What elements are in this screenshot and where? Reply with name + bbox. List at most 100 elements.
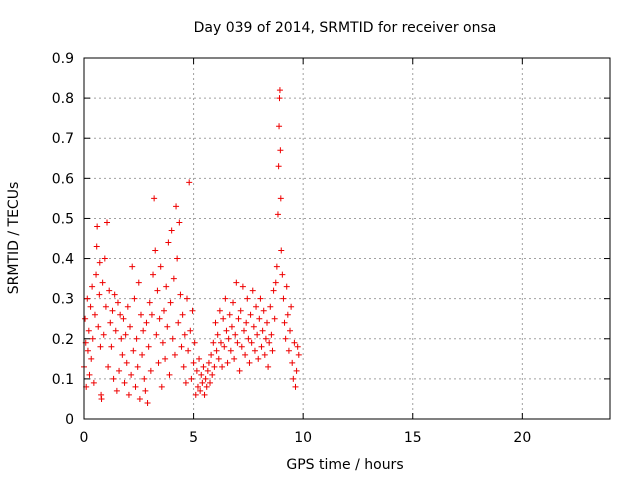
data-point xyxy=(230,299,237,306)
data-point xyxy=(270,287,277,294)
data-point xyxy=(210,339,217,346)
data-point xyxy=(208,351,215,358)
y-tick-label: 0.6 xyxy=(52,171,74,187)
data-point xyxy=(287,327,294,334)
data-point xyxy=(200,363,207,370)
data-point xyxy=(203,383,210,390)
data-point xyxy=(271,315,278,322)
data-point xyxy=(228,323,235,330)
data-point xyxy=(193,367,200,374)
data-point xyxy=(277,147,284,154)
data-point xyxy=(152,247,159,254)
x-tick-label: 10 xyxy=(294,430,312,446)
data-point xyxy=(288,303,295,310)
data-point xyxy=(276,87,283,94)
data-point xyxy=(132,383,139,390)
data-point xyxy=(268,331,275,338)
data-point xyxy=(146,299,153,306)
data-point xyxy=(225,335,232,342)
data-point xyxy=(89,283,96,290)
data-point xyxy=(281,319,288,326)
data-point xyxy=(82,315,89,322)
data-point xyxy=(175,319,182,326)
data-point xyxy=(173,203,180,210)
data-point xyxy=(84,347,91,354)
data-point xyxy=(120,315,127,322)
x-tick-label: 5 xyxy=(189,430,198,446)
data-point xyxy=(237,307,244,314)
data-point xyxy=(191,339,198,346)
data-point xyxy=(186,179,193,186)
data-point xyxy=(204,367,211,374)
data-point xyxy=(135,279,142,286)
data-point xyxy=(110,375,117,382)
data-point xyxy=(177,291,184,298)
data-point xyxy=(280,295,287,302)
data-point xyxy=(148,311,155,318)
data-point xyxy=(255,355,262,362)
data-point xyxy=(108,343,115,350)
data-point xyxy=(262,335,269,342)
data-point xyxy=(277,195,284,202)
data-point xyxy=(209,371,216,378)
data-point xyxy=(207,379,214,386)
data-point xyxy=(124,303,131,310)
data-point xyxy=(142,387,149,394)
data-point xyxy=(94,223,101,230)
data-point xyxy=(239,283,246,290)
data-point xyxy=(266,339,273,346)
data-point xyxy=(265,363,272,370)
data-point xyxy=(95,323,102,330)
data-point xyxy=(159,339,166,346)
data-point xyxy=(111,291,118,298)
data-point xyxy=(158,383,165,390)
data-point xyxy=(269,347,276,354)
data-point xyxy=(140,327,147,334)
data-point xyxy=(289,359,296,366)
data-point xyxy=(290,375,297,382)
data-point xyxy=(123,359,130,366)
data-point xyxy=(249,287,256,294)
data-point xyxy=(156,315,163,322)
data-point xyxy=(99,279,106,286)
data-point xyxy=(199,379,206,386)
data-point xyxy=(109,307,116,314)
data-point xyxy=(260,307,267,314)
data-point xyxy=(253,303,260,310)
data-point xyxy=(212,319,219,326)
data-point xyxy=(181,331,188,338)
data-point xyxy=(215,355,222,362)
data-point xyxy=(198,371,205,378)
data-point xyxy=(97,343,104,350)
data-point xyxy=(139,351,146,358)
data-point xyxy=(112,327,119,334)
data-point xyxy=(129,263,136,270)
data-point xyxy=(216,307,223,314)
data-point xyxy=(257,295,264,302)
data-point xyxy=(133,335,140,342)
data-point xyxy=(105,363,112,370)
x-tick-label: 20 xyxy=(513,430,531,446)
data-point xyxy=(90,379,97,386)
data-point xyxy=(232,331,239,338)
data-point xyxy=(147,367,154,374)
y-tick-label: 0.4 xyxy=(52,252,74,268)
data-point xyxy=(100,331,107,338)
data-point xyxy=(294,343,301,350)
tick-label-layer: 0 0.1 0.2 0.3 0.4 0.5 0.6 0.7 0.8 0.9 0 5 10 15 20 xyxy=(52,51,532,446)
data-point xyxy=(276,95,283,102)
data-point xyxy=(141,375,148,382)
plot-frame xyxy=(83,57,611,420)
data-point xyxy=(213,347,220,354)
data-point xyxy=(279,271,286,278)
data-point xyxy=(131,295,138,302)
data-point xyxy=(284,311,291,318)
data-point xyxy=(166,371,173,378)
chart-title: Day 039 of 2014, SRMTID for receiver ons… xyxy=(194,20,497,36)
data-point xyxy=(254,331,261,338)
data-point xyxy=(160,307,167,314)
data-point xyxy=(231,355,238,362)
data-point xyxy=(150,271,157,278)
data-point xyxy=(162,355,169,362)
